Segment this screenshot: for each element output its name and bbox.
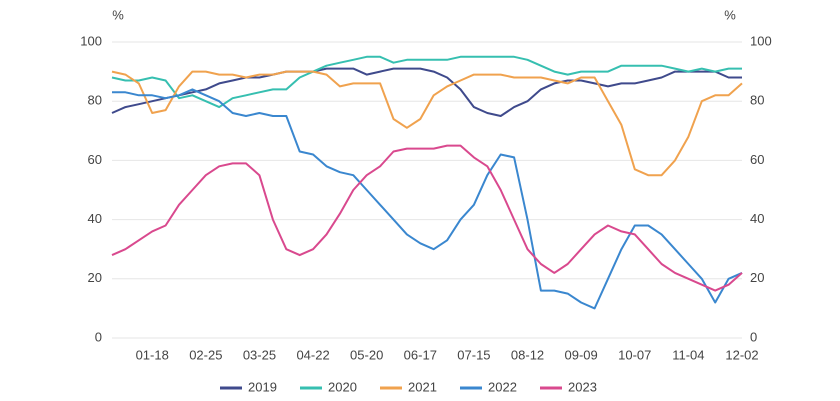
y-unit: %	[112, 7, 124, 22]
series-line	[111, 70, 743, 177]
x-tick-label: 09-09	[565, 347, 598, 362]
x-tick-label: 08-12	[511, 347, 544, 362]
x-tick-label: 04-22	[296, 347, 329, 362]
series-line	[111, 55, 742, 109]
y2-tick-label: 100	[750, 33, 772, 48]
x-tick-label: 07-15	[457, 347, 490, 362]
y2-tick-label: 80	[750, 93, 764, 108]
y2-tick-label: 40	[750, 211, 764, 226]
x-tick-label: 12-02	[725, 347, 758, 362]
y-tick-label: 80	[88, 93, 102, 108]
x-tick-label: 03-25	[243, 347, 276, 362]
x-tick-label: 06-17	[404, 347, 437, 362]
y2-unit: %	[724, 7, 736, 22]
y-tick-label: 40	[88, 211, 102, 226]
y2-tick-label: 20	[750, 270, 764, 285]
x-tick-label: 02-25	[189, 347, 222, 362]
legend-label: 2020	[328, 379, 357, 394]
y2-tick-label: 0	[750, 329, 757, 344]
y-tick-label: 20	[88, 270, 102, 285]
series-line	[111, 67, 742, 117]
y2-tick-label: 60	[750, 152, 764, 167]
series-line	[112, 88, 743, 310]
x-tick-label: 01-18	[136, 347, 169, 362]
legend-label: 2021	[408, 379, 437, 394]
y-tick-label: 60	[88, 152, 102, 167]
x-tick-label: 10-07	[618, 347, 651, 362]
x-tick-label: 11-04	[672, 347, 704, 362]
y-tick-label: 0	[95, 329, 102, 344]
x-tick-label: 05-20	[350, 347, 383, 362]
y-tick-label: 100	[80, 33, 102, 48]
legend-label: 2019	[248, 379, 277, 394]
series-line	[111, 144, 743, 292]
legend-label: 2022	[488, 379, 517, 394]
legend-label: 2023	[568, 379, 597, 394]
